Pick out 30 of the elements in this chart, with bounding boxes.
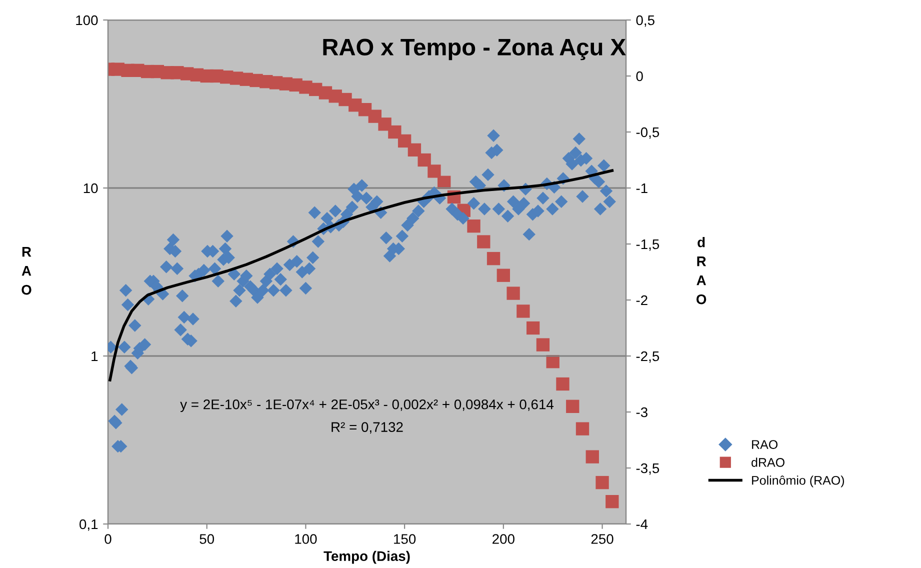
y-tick-label: 1 (92, 351, 98, 362)
y-axis-title: RAO (22, 247, 32, 295)
x-tick-label: 200 (492, 534, 514, 544)
y2-tick-label: 0,5 (636, 15, 654, 27)
y2-tick-label: -2,5 (636, 351, 660, 363)
y-tick-label: 100 (76, 15, 98, 26)
y2-tick-label: -0,5 (636, 127, 660, 139)
y2-tick-label: 0 (636, 71, 643, 82)
y2-tick-label: -3,5 (636, 463, 660, 475)
x-tick-label: 150 (394, 534, 416, 544)
y-tick-label: 0,1 (80, 519, 98, 531)
x-tick-label: 100 (295, 534, 317, 544)
x-tick-label: 0 (104, 534, 112, 544)
annotation: R² = 0,7132 (332, 422, 403, 434)
y2-tick-label: -1,5 (636, 239, 660, 251)
x-tick-label: 50 (200, 534, 214, 544)
y-tick-label: 10 (84, 183, 98, 194)
y2-tick-label: -4 (636, 519, 648, 530)
legend-label: dRAO (752, 458, 784, 467)
y2-axis-title: dRAO (696, 237, 706, 304)
legend-label: RAO (752, 440, 778, 449)
y2-tick-label: -2 (636, 295, 648, 306)
legend-label: Polinômio (RAO) (752, 476, 844, 488)
y2-tick-label: -1 (636, 183, 648, 194)
x-axis-title: Tempo (Dias) (324, 550, 410, 564)
y2-tick-label: -3 (636, 407, 648, 418)
x-tick-label: 250 (591, 534, 614, 544)
annotation: y = 2E-10x⁵ - 1E-07x⁴ + 2E-05x³ - 0,002x² + 0,0984x + 0,614 (180, 399, 554, 412)
text: RAO x Tempo - Zona Açu X (323, 38, 626, 60)
line-series (108, 169, 614, 382)
